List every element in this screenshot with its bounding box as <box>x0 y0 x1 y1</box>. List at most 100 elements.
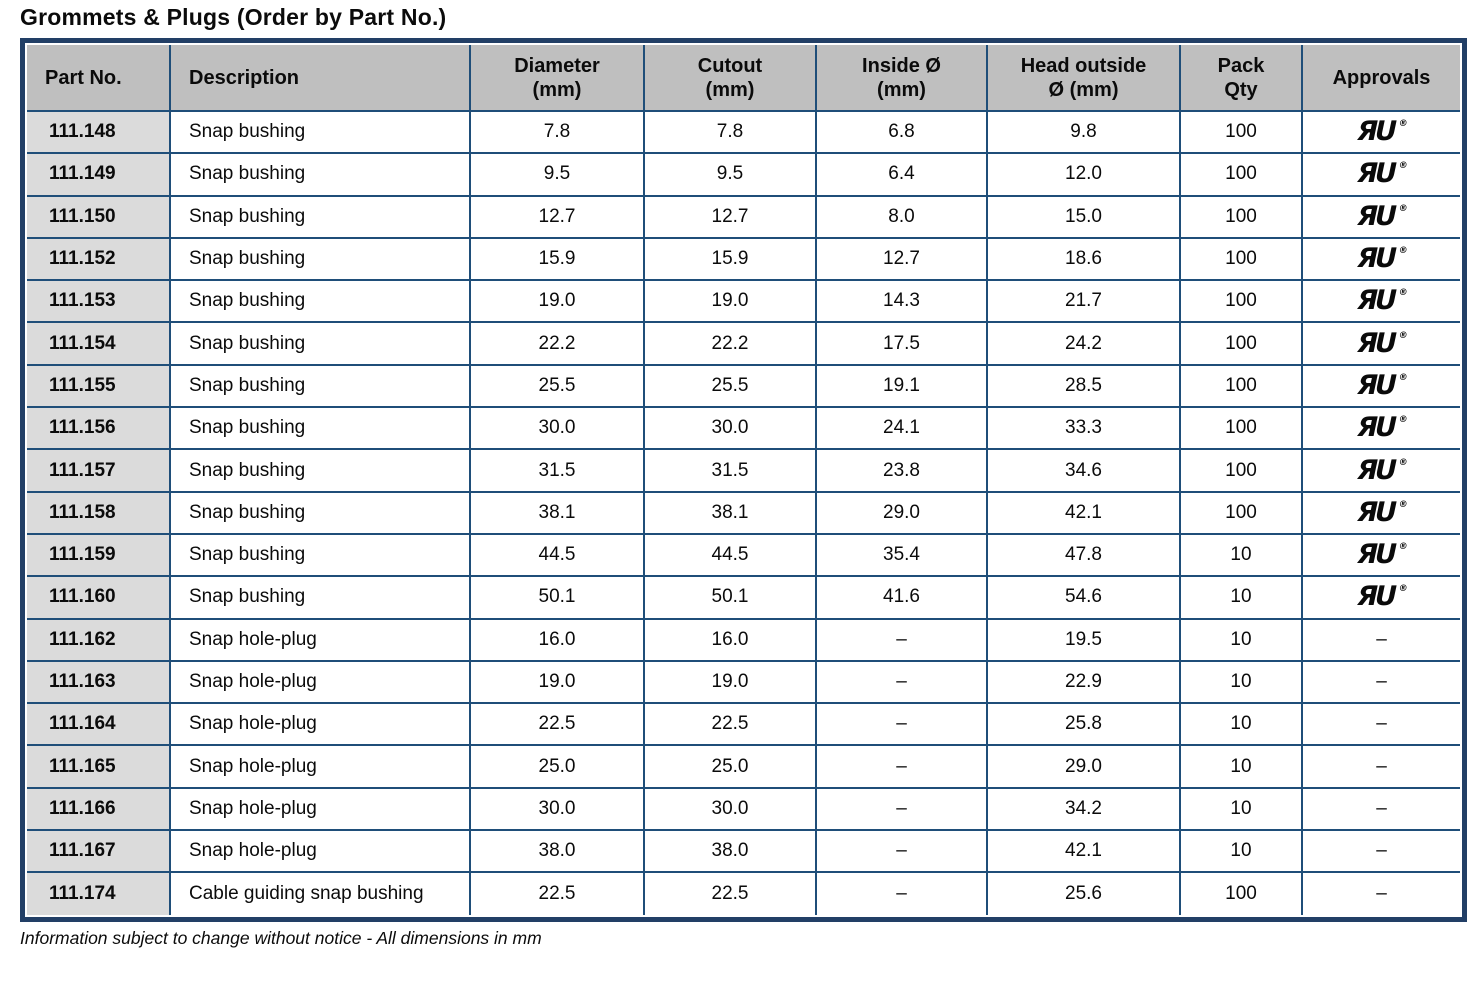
cell-cutout: 12.7 <box>643 194 817 239</box>
registered-symbol: ® <box>1397 584 1408 595</box>
cell-desc: Snap hole-plug <box>169 829 471 874</box>
table-body: 111.148 Snap bushing 7.8 7.8 6.8 9.8 100 ЯU® 111… <box>27 109 1460 915</box>
cell-diameter: 19.0 <box>469 279 645 324</box>
page: Grommets & Plugs (Order by Part No.) Par… <box>20 4 1467 948</box>
cell-desc: Snap bushing <box>169 279 471 324</box>
cell-inside: 35.4 <box>815 532 988 578</box>
table-row: 111.156 Snap bushing 30.0 30.0 24.1 33.3 100 ЯU… <box>27 406 1460 451</box>
ul-recognized-icon: ЯU® <box>1353 285 1408 317</box>
cell-approvals: – <box>1301 659 1460 705</box>
registered-symbol: ® <box>1397 457 1408 468</box>
cell-diameter: 25.5 <box>469 363 645 409</box>
cell-head: 24.2 <box>986 321 1181 366</box>
ul-recognized-icon: ЯU® <box>1353 412 1408 444</box>
table-row: 111.162 Snap hole-plug 16.0 16.0–19.5 10– <box>27 617 1460 662</box>
cell-diameter: 16.0 <box>469 617 645 662</box>
cell-inside: 17.5 <box>815 321 988 366</box>
cell-diameter: 15.9 <box>469 236 645 282</box>
ul-recognized-icon: ЯU® <box>1353 327 1408 359</box>
cell-pack: 100 <box>1179 448 1303 493</box>
cell-pack: 100 <box>1179 363 1303 409</box>
cell-head: 34.2 <box>986 786 1181 832</box>
cell-part: 111.163 <box>27 659 171 705</box>
cell-head: 21.7 <box>986 279 1181 324</box>
cell-desc: Snap hole-plug <box>169 617 471 662</box>
cell-pack: 10 <box>1179 702 1303 747</box>
cell-pack: 100 <box>1179 194 1303 239</box>
cell-desc: Snap bushing <box>169 575 471 620</box>
cell-cutout: 30.0 <box>643 406 817 451</box>
cell-inside: 19.1 <box>815 363 988 409</box>
cell-cutout: 25.5 <box>643 363 817 409</box>
cell-head: 25.8 <box>986 702 1181 747</box>
cell-part: 111.152 <box>27 236 171 282</box>
table-row: 111.155 Snap bushing 25.5 25.5 19.1 28.5 100 ЯU… <box>27 363 1460 409</box>
cell-approvals: – <box>1301 617 1460 662</box>
cell-diameter: 7.8 <box>469 109 645 155</box>
column-header-cutout: Cutout (mm) <box>643 45 817 112</box>
ul-recognized-icon: ЯU® <box>1353 581 1408 613</box>
cell-pack: 10 <box>1179 829 1303 874</box>
ul-recognized-icon: ЯU® <box>1353 200 1408 232</box>
cell-pack: 10 <box>1179 744 1303 789</box>
cell-pack: 10 <box>1179 659 1303 705</box>
ul-recognized-icon: ЯU® <box>1353 369 1408 401</box>
cell-inside: 23.8 <box>815 448 988 493</box>
cell-approvals: ЯU® <box>1301 490 1460 535</box>
table-row: 111.154 Snap bushing 22.2 22.2 17.5 24.2 100 ЯU… <box>27 321 1460 366</box>
cell-cutout: 31.5 <box>643 448 817 493</box>
cell-diameter: 50.1 <box>469 575 645 620</box>
cell-part: 111.148 <box>27 109 171 155</box>
cell-pack: 100 <box>1179 236 1303 282</box>
cell-cutout: 38.1 <box>643 490 817 535</box>
cell-head: 19.5 <box>986 617 1181 662</box>
cell-pack: 100 <box>1179 109 1303 155</box>
cell-diameter: 31.5 <box>469 448 645 493</box>
ul-recognized-icon: ЯU® <box>1353 243 1408 275</box>
cell-approvals: – <box>1301 871 1460 915</box>
cell-approvals: – <box>1301 829 1460 874</box>
table-row: 111.167 Snap hole-plug 38.0 38.0–42.1 10– <box>27 829 1460 874</box>
cell-head: 54.6 <box>986 575 1181 620</box>
cell-desc: Snap bushing <box>169 152 471 197</box>
cell-pack: 100 <box>1179 871 1303 915</box>
cell-part: 111.162 <box>27 617 171 662</box>
cell-part: 111.159 <box>27 532 171 578</box>
cell-cutout: 50.1 <box>643 575 817 620</box>
table-row: 111.152 Snap bushing 15.9 15.9 12.7 18.6 100 ЯU… <box>27 236 1460 282</box>
cell-approvals: – <box>1301 786 1460 832</box>
cell-approvals: ЯU® <box>1301 448 1460 493</box>
cell-pack: 100 <box>1179 279 1303 324</box>
cell-desc: Snap bushing <box>169 321 471 366</box>
table-row: 111.164 Snap hole-plug 22.5 22.5–25.8 10– <box>27 702 1460 747</box>
cell-inside: 12.7 <box>815 236 988 282</box>
cell-desc: Snap bushing <box>169 236 471 282</box>
column-header-part: Part No. <box>27 45 171 112</box>
footer-note: Information subject to change without no… <box>20 927 542 948</box>
cell-head: 22.9 <box>986 659 1181 705</box>
cell-cutout: 15.9 <box>643 236 817 282</box>
cell-cutout: 30.0 <box>643 786 817 832</box>
cell-cutout: 38.0 <box>643 829 817 874</box>
registered-symbol: ® <box>1397 415 1408 426</box>
cell-part: 111.167 <box>27 829 171 874</box>
registered-symbol: ® <box>1397 161 1408 172</box>
cell-cutout: 7.8 <box>643 109 817 155</box>
cell-approvals: ЯU® <box>1301 321 1460 366</box>
cell-cutout: 9.5 <box>643 152 817 197</box>
table-header: Part No. Description Diameter (mm) Cutout (… <box>27 45 1460 112</box>
cell-approvals: ЯU® <box>1301 236 1460 282</box>
cell-desc: Snap bushing <box>169 406 471 451</box>
cell-approvals: ЯU® <box>1301 194 1460 239</box>
cell-head: 47.8 <box>986 532 1181 578</box>
registered-symbol: ® <box>1397 119 1408 130</box>
column-header-inside: Inside Ø (mm) <box>815 45 988 112</box>
table-row: 111.174 Cable guiding snap bushing 22.5 22.… <box>27 871 1460 915</box>
page-title: Grommets & Plugs (Order by Part No.) <box>20 4 447 30</box>
parts-table-frame: Part No. Description Diameter (mm) Cutout (… <box>20 38 1467 922</box>
cell-desc: Snap bushing <box>169 490 471 535</box>
cell-desc: Snap hole-plug <box>169 659 471 705</box>
cell-inside: – <box>815 744 988 789</box>
cell-part: 111.157 <box>27 448 171 493</box>
cell-pack: 10 <box>1179 575 1303 620</box>
